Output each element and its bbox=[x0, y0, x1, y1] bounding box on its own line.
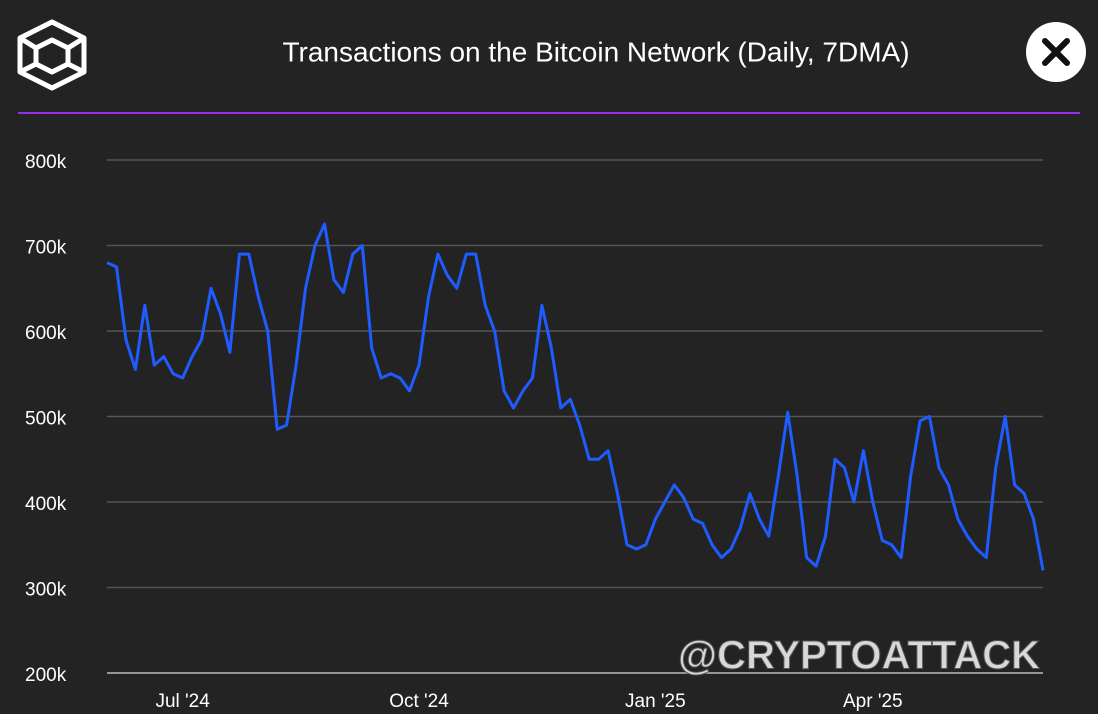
close-button[interactable] bbox=[1026, 22, 1086, 82]
x-tick-label: Jul '24 bbox=[155, 691, 210, 712]
y-tick-label: 300k bbox=[25, 580, 67, 601]
y-tick-label: 500k bbox=[25, 409, 67, 430]
y-tick-label: 700k bbox=[25, 238, 67, 259]
x-tick-label: Apr '25 bbox=[843, 691, 903, 712]
x-tick-label: Jan '25 bbox=[625, 691, 686, 712]
x-tick-label: Oct '24 bbox=[389, 691, 449, 712]
watermark: @CRYPTOATTACK bbox=[678, 634, 1040, 678]
data-line bbox=[106, 222, 1045, 571]
y-tick-label: 400k bbox=[25, 494, 67, 515]
y-tick-label: 200k bbox=[25, 665, 67, 686]
y-tick-label: 600k bbox=[25, 323, 67, 344]
logo bbox=[17, 19, 87, 91]
chart-title: Transactions on the Bitcoin Network (Dai… bbox=[282, 36, 909, 67]
y-tick-label: 800k bbox=[25, 152, 67, 173]
